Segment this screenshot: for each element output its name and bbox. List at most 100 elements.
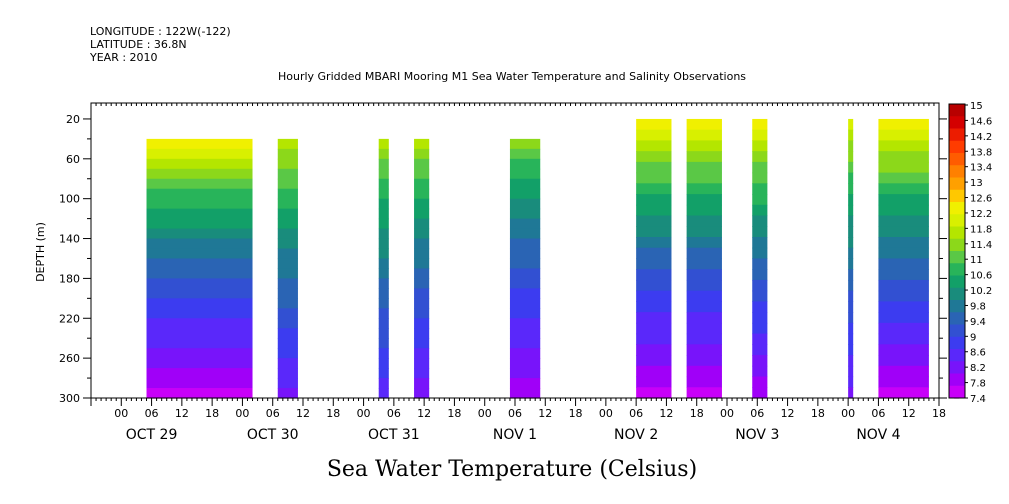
segment-band [414,218,430,230]
segment-band [509,378,541,389]
segment-band [277,168,298,180]
segment-band [636,151,672,163]
segment-band [878,204,929,217]
segment-band [509,168,541,180]
segment-band [752,376,768,388]
colorbar-label: 13 [970,178,983,189]
data-segment-10 [878,118,929,399]
segment-band [636,258,672,270]
segment-band [848,215,854,227]
segment-band [378,148,389,160]
segment-band [686,204,722,217]
segment-band [146,338,253,349]
colorbar-swatch [949,312,965,325]
segment-band [277,388,298,399]
x-hour-label: 18 [811,407,825,420]
segment-band [277,368,298,379]
segment-band [686,172,722,184]
segment-band [686,237,722,249]
segment-band [414,308,430,319]
segment-band [378,328,389,339]
segment-band [414,358,430,369]
segment-band [878,118,929,131]
x-hour-label: 06 [508,407,522,420]
segment-band [146,308,253,319]
segment-band [848,140,854,152]
segment-band [509,298,541,309]
x-day-label: NOV 4 [856,427,900,443]
x-hour-label: 00 [720,407,734,420]
x-hour-label: 00 [114,407,128,420]
segment-band [277,258,298,270]
segment-band [686,129,722,142]
segment-band [878,344,929,356]
segment-band [414,258,430,270]
y-tick-label: 180 [59,272,80,285]
colorbar-swatch [949,116,965,129]
segment-band [509,178,541,190]
segment-band [378,278,389,289]
segment-band [752,322,768,335]
segment-band [848,355,854,367]
segment-band [414,158,430,170]
colorbar-label: 14.2 [970,132,992,143]
segment-band [636,194,672,206]
data-segment-8 [752,118,768,399]
segment-band [277,268,298,280]
x-hour-label: 12 [659,407,673,420]
segment-band [146,328,253,339]
segment-band [146,188,253,200]
x-hour-label: 06 [387,407,401,420]
segment-band [277,198,298,210]
segment-band [878,269,929,281]
segment-band [277,328,298,339]
segment-band [878,333,929,345]
segment-band [509,258,541,270]
data-segment-1 [146,138,253,399]
segment-band [878,279,929,292]
colorbar-label: 11.8 [970,224,992,235]
segment-band [878,312,929,324]
segment-band [686,194,722,206]
segment-band [848,344,854,356]
segment-band [636,269,672,281]
segment-band [878,247,929,260]
segment-band [752,129,768,142]
segment-band [414,138,430,150]
segment-band [636,365,672,378]
colorbar-swatch [949,336,965,350]
segment-band [509,188,541,200]
segment-band [848,194,854,206]
segment-band [752,344,768,356]
segment-band [848,301,854,313]
segment-band [378,168,389,180]
segment-band [636,279,672,292]
segment-band [878,140,929,152]
segment-band [686,226,722,238]
segment-band [686,140,722,152]
segment-band [752,118,768,131]
data-segment-4 [414,138,430,399]
segment-band [146,358,253,369]
segment-band [686,247,722,260]
segment-band [378,268,389,280]
segment-band [378,198,389,210]
y-tick-label: 20 [66,113,80,126]
y-tick-label: 60 [66,153,80,166]
segment-band [848,322,854,335]
segment-band [686,183,722,195]
segment-band [414,188,430,200]
segment-band [277,288,298,299]
segment-band [277,338,298,349]
segment-band [878,183,929,195]
segment-band [686,161,722,174]
segment-band [146,168,253,180]
segment-band [414,178,430,190]
segment-band [686,258,722,270]
colorbar-swatch [949,263,965,276]
segment-band [277,208,298,220]
segment-band [878,151,929,163]
segment-band [414,328,430,339]
segment-band [414,318,430,329]
x-hour-label: 06 [750,407,764,420]
